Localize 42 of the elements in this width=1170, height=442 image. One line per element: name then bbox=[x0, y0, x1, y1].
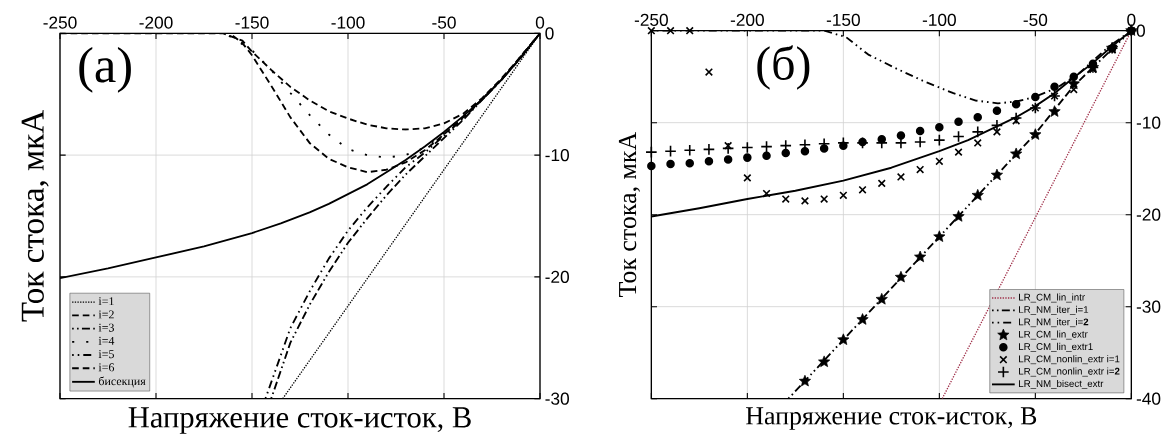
legend-label: LR_CM_lin_extr bbox=[1019, 330, 1088, 340]
y-tick-label: -30 bbox=[1136, 300, 1161, 313]
legend-label: i=3 bbox=[98, 323, 114, 332]
x-tick-label: -150 bbox=[826, 13, 860, 26]
x-tick-label: 0 bbox=[1127, 13, 1136, 26]
x-tick-label: -50 bbox=[1023, 13, 1048, 26]
legend-label: i=5 bbox=[98, 350, 114, 359]
legend-label: i=2 bbox=[98, 310, 114, 319]
legend-label: LR_CM_lin_intr bbox=[1019, 293, 1085, 303]
y-tick-label: -20 bbox=[545, 270, 569, 283]
y-tick-label: -10 bbox=[545, 148, 569, 162]
x-tick-label: -250 bbox=[634, 13, 668, 26]
annotation: (б) bbox=[757, 45, 810, 90]
legend-label: LR_NM_bisect_extr bbox=[1019, 379, 1104, 389]
x-tick-label: -250 bbox=[43, 16, 77, 29]
x-axis-title: Напряжение сток-исток, В bbox=[746, 407, 1037, 430]
x-axis-title: Напряжение сток-исток, В bbox=[128, 407, 471, 434]
x-tick-label: -100 bbox=[922, 13, 956, 26]
legend-label: LR_NM_iter_i=1 bbox=[1019, 305, 1089, 315]
x-tick-label: -50 bbox=[432, 16, 456, 29]
y-tick-label: 0 bbox=[545, 27, 554, 40]
legend-label: i=1 bbox=[98, 297, 114, 306]
y-tick-label: -40 bbox=[1136, 392, 1161, 405]
x-tick-label: -100 bbox=[331, 16, 365, 29]
y-tick-label: -10 bbox=[1136, 116, 1161, 129]
y-tick-label: -20 bbox=[1136, 208, 1161, 221]
legend-label: LR_CM_nonlin_extr i=2 bbox=[1019, 367, 1120, 377]
legend-label: LR_NM_iter_i=2 bbox=[1019, 318, 1089, 328]
annotation: (a) bbox=[79, 46, 131, 93]
x-tick-label: -150 bbox=[235, 16, 269, 29]
y-tick-label: 0 bbox=[1136, 24, 1145, 37]
x-tick-label: -200 bbox=[139, 16, 173, 29]
legend-label: i=6 bbox=[98, 363, 115, 372]
y-tick-label: -30 bbox=[545, 392, 569, 405]
x-tick-label: 0 bbox=[535, 16, 545, 29]
legend-label: i=4 bbox=[98, 336, 115, 345]
legend-label: бисекция bbox=[98, 376, 146, 388]
legend-label: LR_CM_nonlin_extr i=1 bbox=[1019, 355, 1120, 365]
y-axis-title: Ток стока, мкА bbox=[21, 110, 49, 322]
legend-label: LR_CM_lin_extr1 bbox=[1019, 342, 1093, 352]
x-tick-label: -200 bbox=[730, 13, 764, 26]
y-axis-title: Ток стока, мкА bbox=[618, 132, 640, 298]
